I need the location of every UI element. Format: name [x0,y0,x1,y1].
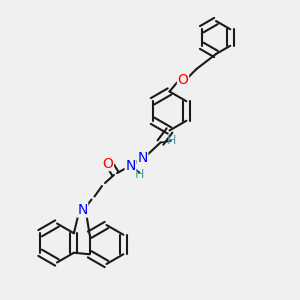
Text: H: H [135,167,144,181]
Text: N: N [137,151,148,164]
Text: O: O [178,73,188,86]
Text: N: N [125,160,136,173]
Text: N: N [77,203,88,217]
Text: O: O [103,157,113,170]
Text: H: H [166,134,176,148]
